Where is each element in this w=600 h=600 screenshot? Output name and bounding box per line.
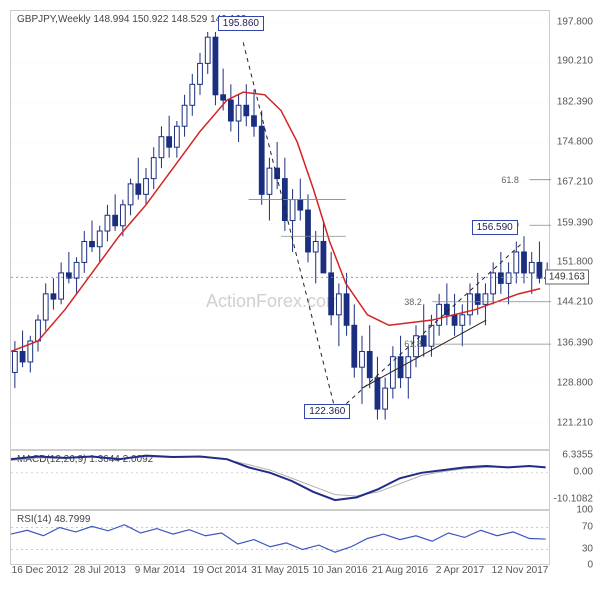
fib-label: 38.2 bbox=[404, 297, 422, 307]
rsi-tick: 0 bbox=[587, 560, 593, 571]
macd-chart[interactable] bbox=[11, 451, 551, 511]
y-tick: 151.800 bbox=[557, 257, 593, 268]
price-panel: GBPJPY,Weekly 148.994 150.922 148.529 14… bbox=[10, 10, 550, 450]
rsi-tick: 100 bbox=[576, 505, 593, 516]
y-tick: 197.800 bbox=[557, 16, 593, 27]
rsi-panel: RSI(14) 48.7999 bbox=[10, 510, 550, 565]
y-tick: 121.210 bbox=[557, 417, 593, 428]
y-tick: 167.210 bbox=[557, 176, 593, 187]
macd-tick: 6.3355 bbox=[562, 449, 593, 460]
macd-tick: 0.00 bbox=[574, 466, 593, 477]
x-tick: 31 May 2015 bbox=[251, 565, 309, 583]
rsi-tick: 70 bbox=[582, 521, 593, 532]
rsi-y-axis: 10070300 bbox=[550, 510, 595, 565]
x-tick: 2 Apr 2017 bbox=[436, 565, 484, 583]
price-chart[interactable] bbox=[11, 11, 551, 451]
rsi-tick: 30 bbox=[582, 543, 593, 554]
fib-label: 61.8 bbox=[404, 339, 422, 349]
macd-tick: -10.1082 bbox=[554, 494, 593, 505]
x-tick: 12 Nov 2017 bbox=[492, 565, 549, 583]
price-y-axis: 197.800 190.210 182.390 174.800 167.210 159.3… bbox=[550, 10, 595, 450]
x-tick: 9 Mar 2014 bbox=[135, 565, 186, 583]
x-axis: 16 Dec 2012 28 Jul 2013 9 Mar 2014 19 Oct 2… bbox=[10, 565, 550, 583]
price-annotation: 156.590 bbox=[472, 220, 518, 235]
rsi-chart[interactable] bbox=[11, 511, 551, 566]
y-tick: 190.210 bbox=[557, 56, 593, 67]
y-tick: 182.390 bbox=[557, 97, 593, 108]
y-tick: 174.800 bbox=[557, 137, 593, 148]
y-tick: 128.800 bbox=[557, 377, 593, 388]
x-tick: 16 Dec 2012 bbox=[12, 565, 69, 583]
macd-y-axis: 6.3355 0.00 -10.1082 bbox=[550, 450, 595, 510]
y-tick: 144.210 bbox=[557, 297, 593, 308]
x-tick: 19 Oct 2014 bbox=[193, 565, 247, 583]
y-tick: 136.390 bbox=[557, 338, 593, 349]
x-tick: 10 Jan 2016 bbox=[312, 565, 367, 583]
macd-panel: MACD(12,26,9) 1.3644 2.0092 bbox=[10, 450, 550, 510]
x-tick: 28 Jul 2013 bbox=[74, 565, 126, 583]
price-annotation: 195.860 bbox=[218, 16, 264, 31]
fib-label: 61.8 bbox=[501, 175, 519, 185]
price-annotation: 122.360 bbox=[304, 404, 350, 419]
y-tick: 159.390 bbox=[557, 217, 593, 228]
x-tick: 21 Aug 2016 bbox=[372, 565, 428, 583]
